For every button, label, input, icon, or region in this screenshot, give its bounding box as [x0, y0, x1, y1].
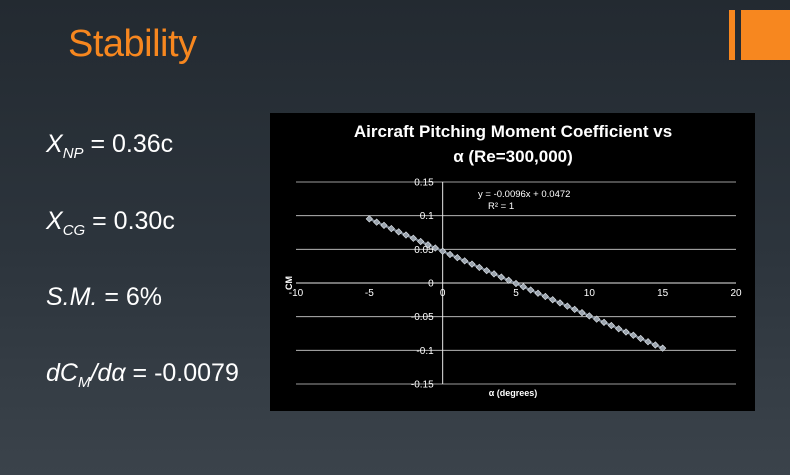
- stat-center-of-gravity: XCG = 0.30c: [46, 207, 175, 239]
- data-point-27: [563, 302, 571, 310]
- y-tick-label-6: -0.15: [411, 380, 434, 391]
- chart-title-line1: Aircraft Pitching Moment Coefficient vs: [354, 122, 672, 141]
- x-tick-label-2: 0: [440, 288, 446, 299]
- accent-bar-thin: [729, 10, 735, 60]
- stat-neutral-point: XNP = 0.36c: [46, 130, 174, 162]
- data-point-3: [387, 224, 395, 233]
- x-tick-label-5: 15: [657, 288, 669, 299]
- y-tick-label-4: -0.05: [411, 312, 434, 323]
- x-tick-label-0: -10: [289, 288, 304, 299]
- trendline-equation: y = -0.0096x + 0.0472: [478, 189, 570, 200]
- data-point-34: [615, 325, 623, 333]
- y-tick-label-2: 0.05: [414, 245, 434, 256]
- data-point-2: [380, 221, 388, 229]
- data-point-23: [534, 289, 542, 297]
- data-point-1: [373, 218, 381, 226]
- data-point-12: [453, 254, 461, 262]
- y-tick-label-3: 0: [428, 279, 434, 290]
- data-point-26: [556, 299, 564, 307]
- data-point-18: [497, 273, 505, 281]
- accent-bar-thick: [741, 10, 790, 60]
- x-tick-label-6: 20: [730, 288, 742, 299]
- data-point-10: [439, 247, 447, 255]
- data-point-4: [395, 228, 403, 236]
- data-point-5: [402, 231, 410, 239]
- data-point-9: [431, 244, 439, 252]
- x-tick-label-4: 10: [584, 288, 596, 299]
- data-point-40: [659, 344, 667, 352]
- data-point-13: [461, 257, 469, 265]
- data-point-7: [417, 237, 425, 246]
- y-tick-label-5: -0.1: [416, 346, 434, 357]
- x-axis-label: α (degrees): [489, 388, 538, 398]
- data-point-8: [424, 241, 432, 249]
- chart-title-line2: α (Re=300,000): [453, 147, 573, 166]
- data-point-36: [629, 331, 637, 339]
- y-tick-label-1: 0.1: [420, 211, 434, 222]
- data-point-30: [585, 312, 593, 320]
- data-point-6: [409, 234, 417, 242]
- x-tick-label-1: -5: [365, 288, 374, 299]
- chart-panel: Aircraft Pitching Moment Coefficient vs …: [270, 113, 755, 411]
- data-point-25: [549, 296, 557, 304]
- stat-static-margin: S.M. = 6%: [46, 283, 163, 311]
- data-point-38: [644, 338, 652, 346]
- data-point-16: [483, 266, 491, 275]
- y-tick-label-0: 0.15: [414, 178, 434, 189]
- data-point-15: [475, 263, 483, 272]
- data-point-39: [651, 341, 659, 349]
- data-point-35: [622, 328, 630, 336]
- data-point-17: [490, 270, 498, 278]
- stat-moment-slope: dCM/dα = -0.0079: [46, 359, 239, 391]
- data-point-14: [468, 260, 476, 268]
- slide-title: Stability: [68, 23, 197, 65]
- y-axis-label: CM: [284, 276, 294, 290]
- data-point-20: [512, 279, 520, 288]
- data-point-32: [600, 318, 608, 326]
- pitching-moment-chart: Aircraft Pitching Moment Coefficient vs …: [284, 122, 742, 398]
- data-point-21: [519, 283, 527, 291]
- data-point-28: [571, 305, 579, 314]
- data-point-19: [505, 276, 513, 284]
- data-point-31: [593, 315, 601, 323]
- x-tick-label-3: 5: [513, 288, 519, 299]
- data-point-29: [578, 309, 586, 317]
- data-point-37: [637, 334, 645, 343]
- data-point-11: [446, 250, 454, 259]
- data-point-33: [607, 321, 615, 330]
- data-point-22: [527, 286, 535, 294]
- data-point-0: [365, 215, 373, 223]
- data-point-24: [541, 292, 549, 301]
- trendline-r-squared: R² = 1: [488, 201, 514, 212]
